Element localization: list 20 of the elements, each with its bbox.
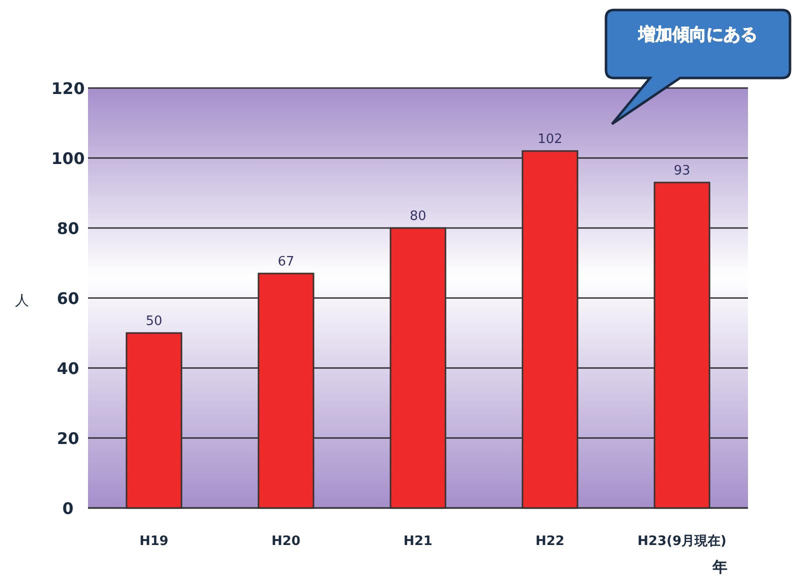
y-tick-label: 20	[56, 429, 80, 448]
y-tick-label: 100	[51, 149, 85, 168]
data-label: 80	[410, 209, 426, 224]
x-tick-label: H23(9月現在)	[638, 534, 726, 549]
data-label: 93	[674, 164, 690, 178]
x-tick-label: H19	[140, 534, 168, 549]
text: 増加傾向にある	[638, 24, 758, 45]
x-tick-label: H22	[536, 534, 564, 549]
y-tick-label: 0	[62, 499, 74, 518]
x-tick-label: H21	[404, 534, 432, 549]
y-axis-title: 人	[15, 293, 29, 309]
y-tick-label: 80	[56, 219, 80, 238]
x-tick-label: H20	[272, 534, 300, 549]
data-label: 102	[538, 132, 562, 147]
y-tick-label: 40	[56, 359, 80, 378]
data-label: 67	[278, 254, 294, 270]
y-tick-label: 60	[56, 289, 80, 308]
data-label: 50	[146, 314, 162, 329]
y-tick-label: 120	[51, 79, 85, 98]
x-axis-title: 年	[712, 558, 728, 576]
